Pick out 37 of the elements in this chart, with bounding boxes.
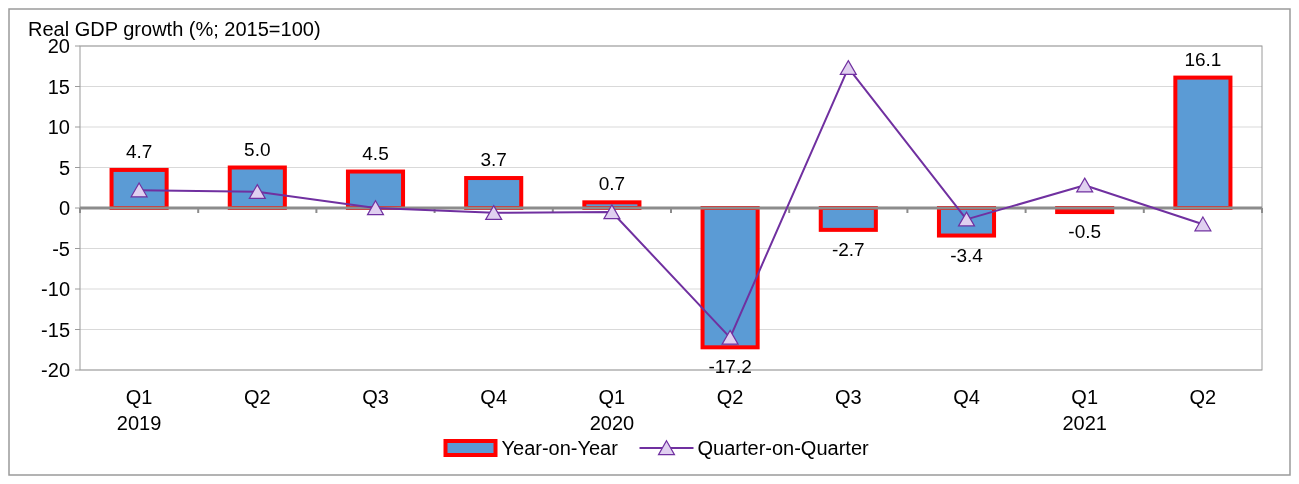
x-tick-label: Q1 2019 <box>116 386 162 434</box>
x-tick-label: Q2 <box>1189 386 1217 408</box>
x-tick-label: Q1 2020 <box>589 386 635 434</box>
x-tick-label: Q3 <box>362 386 389 408</box>
data-label: 4.7 <box>125 140 153 162</box>
legend-label: Quarter-on-Quarter <box>697 437 870 459</box>
y-tick-label: 5 <box>58 156 70 179</box>
point <box>721 329 739 345</box>
point <box>603 204 621 220</box>
data-label: 5.0 <box>244 138 271 160</box>
y-tick-label: -20 <box>41 359 70 381</box>
point <box>1194 216 1212 232</box>
x-tick-label: Q4 <box>480 386 508 408</box>
y-tick-label: 0 <box>58 197 70 219</box>
point <box>1076 177 1094 193</box>
y-tick-label: -10 <box>41 278 70 300</box>
x-tick-label: Q2 <box>243 386 271 408</box>
y-tick-label: -5 <box>52 237 70 260</box>
x-tick-label: Q4 <box>953 386 980 408</box>
data-label: 4.5 <box>362 142 389 164</box>
data-label: -0.5 <box>1068 221 1102 243</box>
data-label: -2.7 <box>831 238 865 260</box>
data-label: -17.2 <box>708 356 752 378</box>
point <box>366 200 385 216</box>
data-label: 3.7 <box>480 149 507 171</box>
data-label: 16.1 <box>1184 48 1222 70</box>
point <box>839 60 857 76</box>
x-tick-label: Q2 <box>716 386 744 408</box>
x-tick-label: Q3 <box>834 386 862 408</box>
x-tick-label: Q1 2021 <box>1062 386 1107 434</box>
y-tick-label: 10 <box>47 116 70 138</box>
data-label: 0.7 <box>598 173 626 195</box>
legend-label: Year-on-Year <box>501 437 619 459</box>
data-label: -3.4 <box>950 244 984 266</box>
point <box>485 205 503 221</box>
y-tick-label: -15 <box>41 318 70 341</box>
y-tick-label: 15 <box>47 75 70 98</box>
